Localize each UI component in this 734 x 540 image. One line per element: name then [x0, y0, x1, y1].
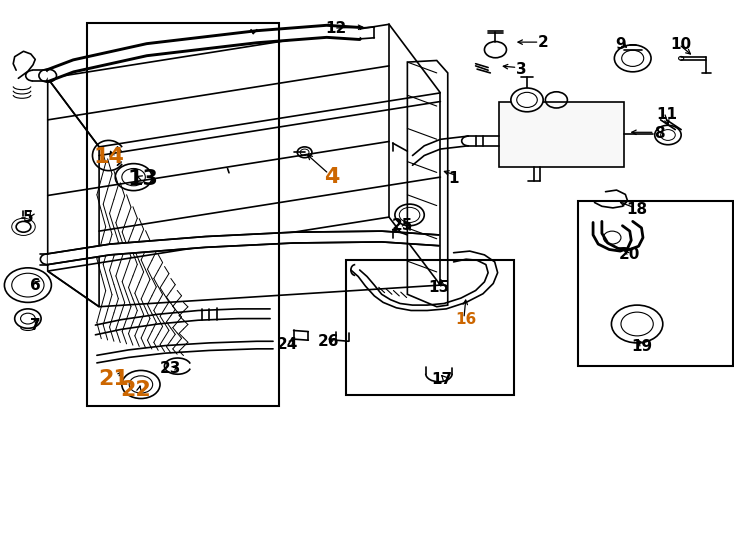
Text: 5: 5: [23, 210, 33, 225]
Text: 3: 3: [516, 62, 526, 77]
Text: 21: 21: [98, 369, 129, 389]
Text: 1: 1: [448, 171, 459, 186]
Circle shape: [511, 88, 543, 112]
Text: 10: 10: [671, 37, 691, 52]
Text: 24: 24: [277, 337, 299, 352]
Text: 22: 22: [120, 380, 151, 400]
Text: 26: 26: [318, 334, 340, 349]
Text: 7: 7: [30, 318, 40, 333]
Text: 11: 11: [656, 107, 677, 122]
Text: 23: 23: [159, 361, 181, 376]
Polygon shape: [499, 102, 624, 167]
Text: 17: 17: [432, 372, 452, 387]
Text: 20: 20: [619, 247, 641, 262]
Polygon shape: [48, 231, 439, 265]
Text: 16: 16: [456, 312, 476, 327]
Bar: [578, 201, 733, 366]
Text: 4: 4: [324, 167, 339, 187]
Text: 18: 18: [627, 202, 647, 217]
Bar: [346, 260, 514, 395]
Text: 13: 13: [128, 169, 159, 190]
Text: 6: 6: [30, 278, 40, 293]
Text: 19: 19: [632, 339, 653, 354]
Text: 15: 15: [429, 280, 449, 295]
Text: 25: 25: [391, 218, 413, 233]
Bar: [87, 23, 279, 406]
Text: 9: 9: [615, 37, 625, 52]
Text: 2: 2: [538, 35, 548, 50]
Text: 8: 8: [654, 126, 664, 141]
Polygon shape: [48, 26, 360, 81]
Text: 12: 12: [326, 21, 346, 36]
Text: 14: 14: [93, 146, 124, 167]
